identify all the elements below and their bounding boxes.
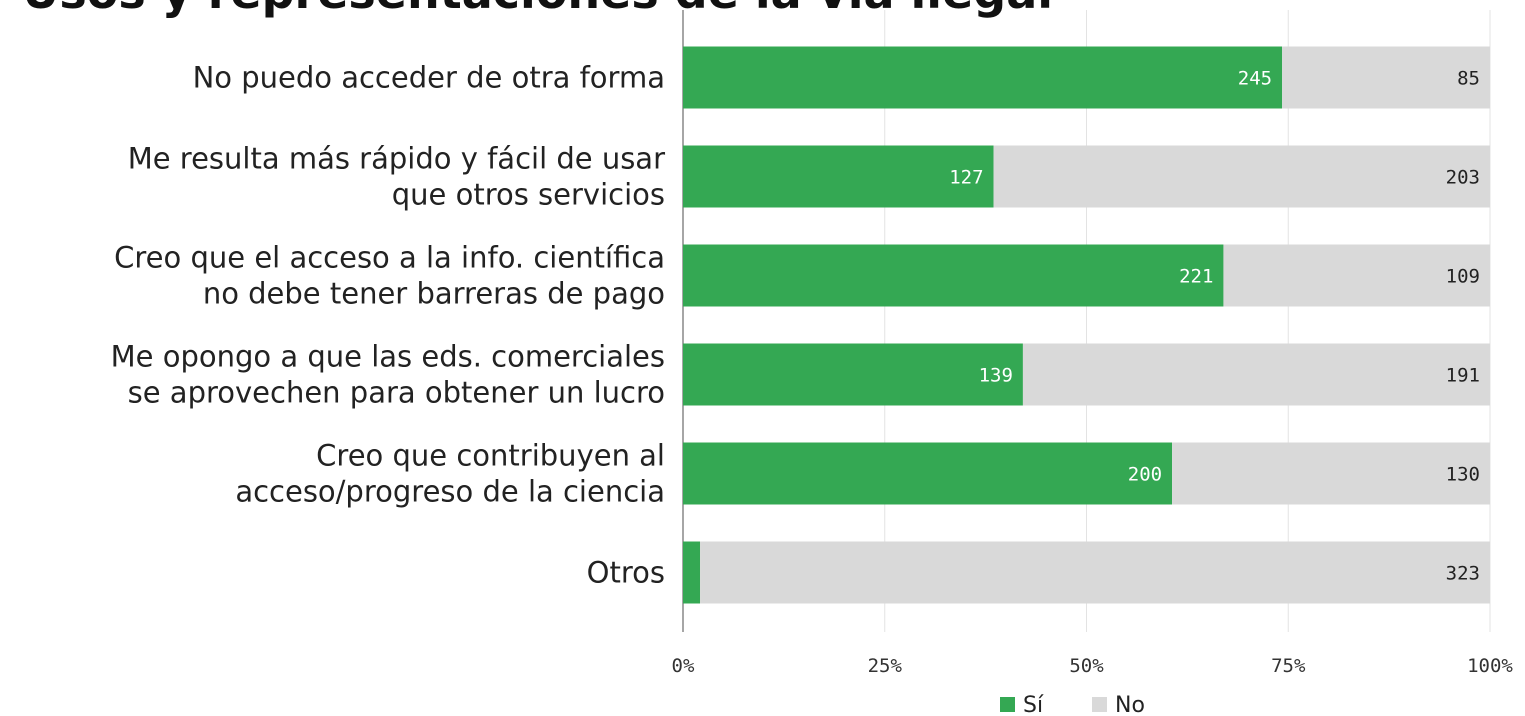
value-label: 130 — [1446, 464, 1480, 486]
value-label: 200 — [1128, 464, 1162, 486]
bar-segment — [993, 145, 1490, 208]
value-label: 139 — [979, 365, 1013, 387]
value-label: 203 — [1446, 167, 1480, 189]
x-tick-label: 100% — [1467, 655, 1513, 677]
x-tick-label: 0% — [672, 655, 695, 677]
legend-label: Sí — [1023, 693, 1044, 716]
bar-segment — [700, 541, 1490, 604]
bar-segment — [683, 541, 701, 604]
y-tick-label: Creo que el acceso a la info. científica… — [114, 241, 665, 311]
value-label: 85 — [1457, 68, 1480, 90]
bar-segment — [683, 442, 1173, 505]
y-tick-label: Me resulta más rápido y fácil de usar que… — [128, 142, 665, 212]
x-tick-label: 25% — [868, 655, 903, 677]
legend-swatch — [1092, 697, 1107, 712]
y-tick-label: Me opongo a que las eds. comerciales se a… — [111, 340, 665, 410]
bar-segment — [683, 244, 1224, 307]
value-label: 245 — [1238, 68, 1272, 90]
y-tick-label: Otros — [587, 556, 665, 590]
legend-label: No — [1115, 693, 1145, 716]
legend-swatch — [1000, 697, 1015, 712]
y-tick-label: No puedo acceder de otra forma — [193, 61, 665, 95]
x-tick-label: 75% — [1271, 655, 1306, 677]
y-tick-label: Creo que contribuyen al acceso/progreso d… — [235, 439, 665, 509]
bar-segment — [683, 145, 994, 208]
value-label: 191 — [1446, 365, 1480, 387]
value-label: 109 — [1446, 266, 1480, 288]
value-label: 221 — [1179, 266, 1213, 288]
value-label: 323 — [1446, 563, 1480, 585]
value-label: 127 — [949, 167, 983, 189]
chart-title: Usos y representaciones de la vía ilegal — [22, 0, 1053, 19]
x-tick-label: 50% — [1069, 655, 1104, 677]
bar-segment — [1172, 442, 1490, 505]
bar-segment — [1282, 46, 1490, 109]
bar-segment — [1223, 244, 1490, 307]
bar-segment — [683, 343, 1023, 406]
bar-segment — [683, 46, 1283, 109]
bar-segment — [1022, 343, 1490, 406]
